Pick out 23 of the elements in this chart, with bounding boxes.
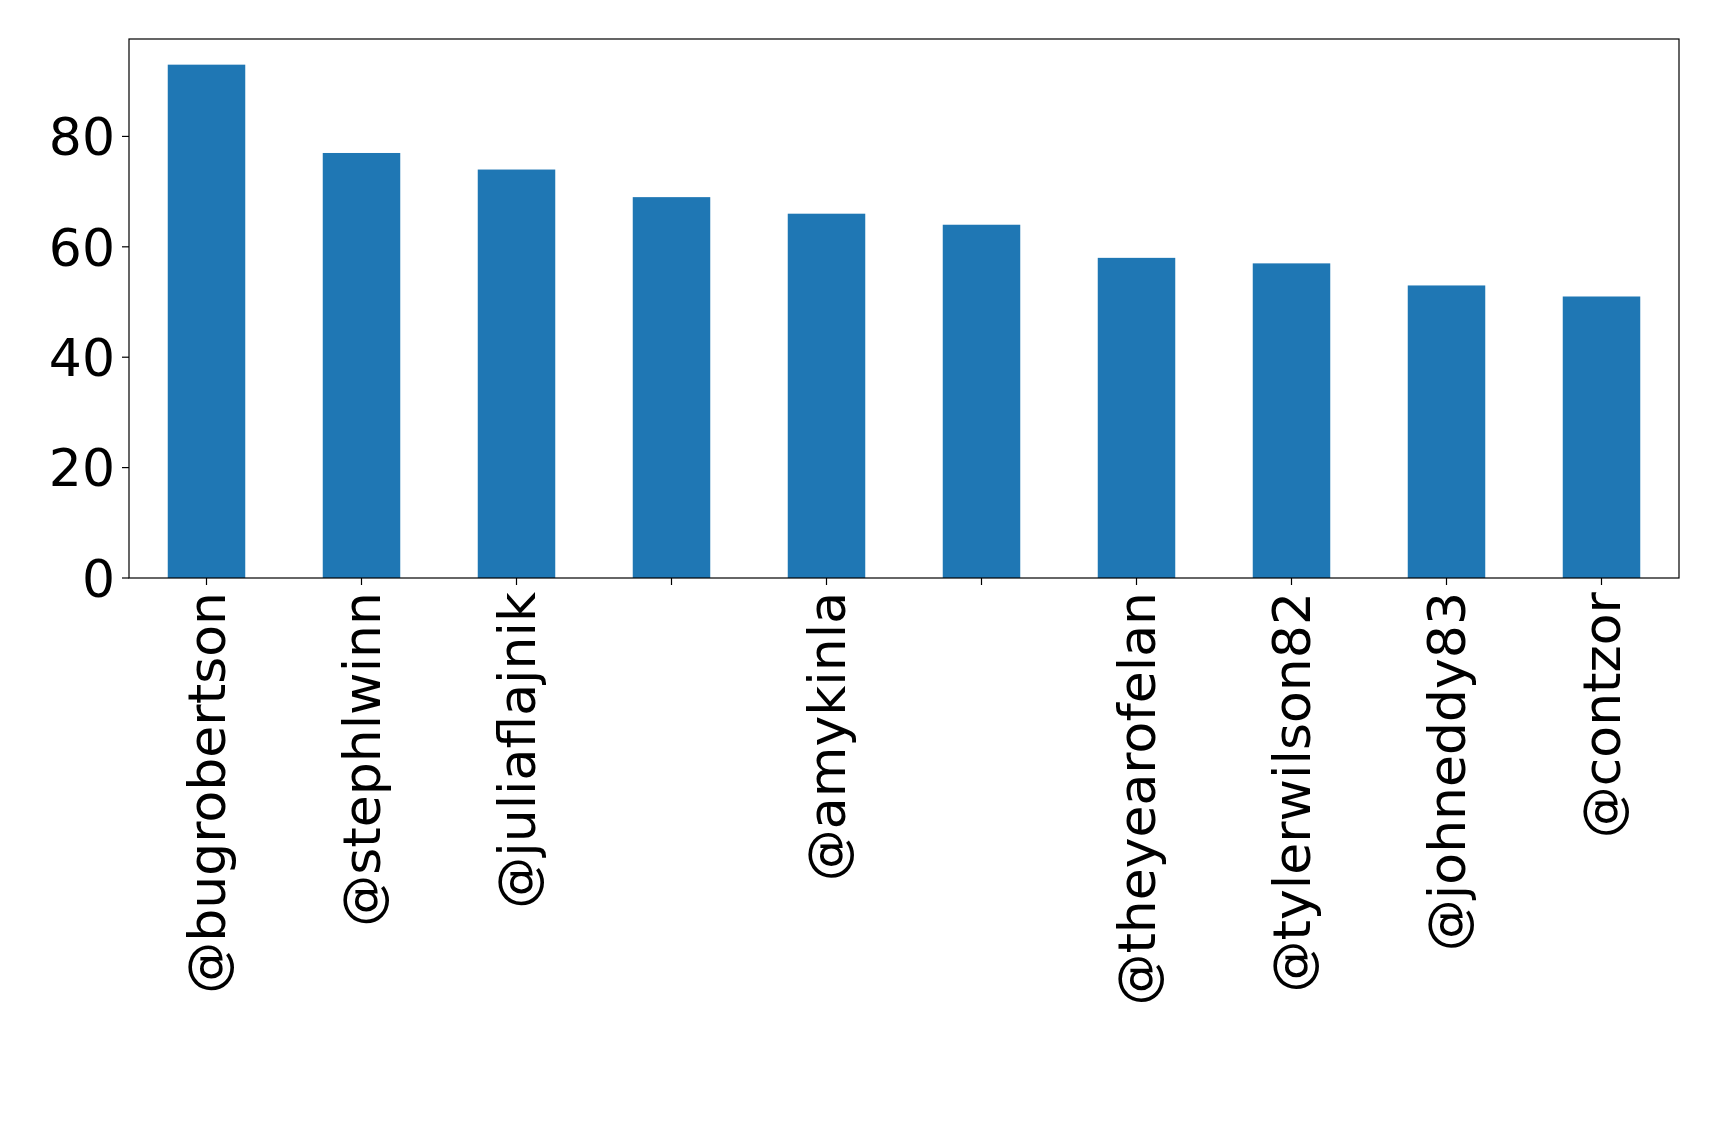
x-tick-label: @amykinla <box>797 592 858 882</box>
bar <box>632 197 711 578</box>
bar <box>322 152 401 578</box>
bar <box>477 169 556 578</box>
x-tick-label: @johneddy83 <box>1417 592 1478 952</box>
x-tick-label: @tylerwilson82 <box>1262 592 1323 993</box>
x-tick-label: @stephlwinn <box>332 592 393 927</box>
x-tick-label: @bugrobertson <box>177 592 238 994</box>
bar <box>1562 296 1641 578</box>
bar <box>1252 263 1331 578</box>
bar <box>787 213 866 578</box>
x-tick-label: @theyearofelan <box>1107 592 1168 1006</box>
y-tick-label: 20 <box>48 438 115 499</box>
y-tick-label: 80 <box>48 107 115 168</box>
x-tick-label: @contzor <box>1572 591 1633 839</box>
bar <box>167 64 246 578</box>
bar <box>1407 285 1486 578</box>
bar <box>1097 257 1176 578</box>
y-tick-label: 40 <box>48 327 115 388</box>
y-tick-label: 60 <box>48 217 115 278</box>
y-tick-label: 0 <box>81 548 115 609</box>
x-tick-label: @juliaflajnik <box>487 592 548 909</box>
bar <box>942 224 1021 578</box>
